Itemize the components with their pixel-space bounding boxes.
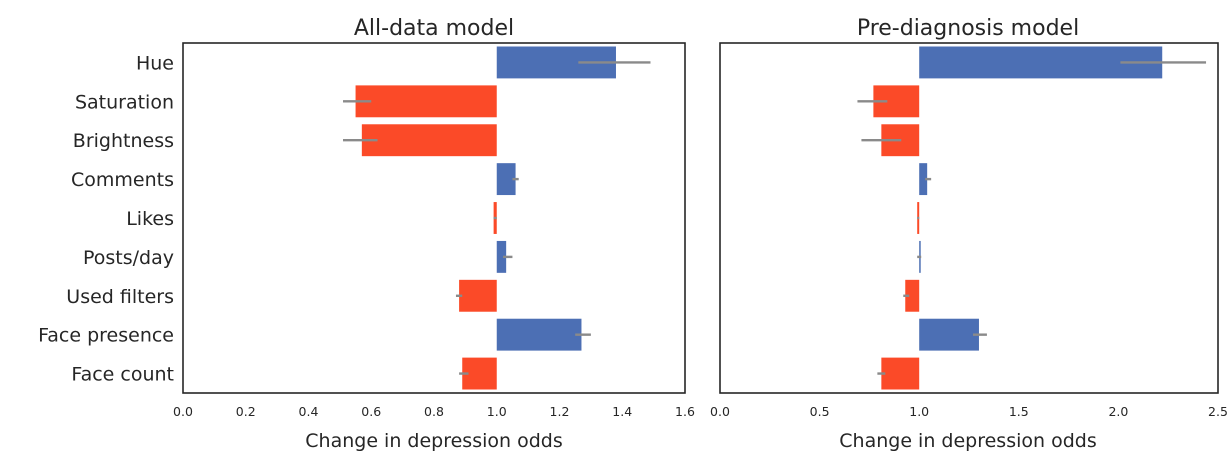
right-bar-face-presence	[919, 318, 979, 351]
right-bar-used-filters	[905, 279, 920, 312]
left-bar-saturation	[355, 85, 497, 118]
x-tick-label: 1.6	[675, 404, 695, 419]
left-plot-frame	[182, 42, 686, 394]
left-panel: All-data model Hue Saturation Brightness Co…	[38, 16, 695, 452]
right-x-ticks: 0.0 0.5 1.0 1.5 2.0 2.5	[710, 404, 1228, 419]
right-bars	[873, 46, 1163, 390]
category-label: Hue	[136, 52, 174, 74]
category-label: Likes	[126, 208, 174, 230]
x-tick-label: 2.5	[1208, 404, 1228, 419]
category-label: Face presence	[38, 325, 174, 347]
x-tick-label: 1.4	[612, 404, 632, 419]
category-label: Posts/day	[83, 247, 174, 269]
category-label: Comments	[71, 169, 174, 191]
x-tick-label: 0.6	[361, 404, 381, 419]
left-bar-face-presence	[496, 318, 582, 351]
left-error-bars	[343, 61, 651, 375]
right-plot-frame	[719, 42, 1219, 394]
x-tick-label: 0.0	[173, 404, 193, 419]
left-panel-title: All-data model	[354, 16, 514, 41]
left-bar-used-filters	[459, 279, 497, 312]
left-x-ticks: 0.0 0.2 0.4 0.6 0.8 1.0 1.2 1.4 1.6	[173, 404, 695, 419]
x-tick-label: 0.5	[810, 404, 830, 419]
right-panel-title: Pre-diagnosis model	[857, 16, 1079, 41]
x-tick-label: 1.0	[487, 404, 507, 419]
right-bar-comments	[919, 163, 928, 196]
category-label: Face count	[71, 364, 174, 386]
x-tick-label: 2.0	[1108, 404, 1128, 419]
x-tick-label: 1.5	[1009, 404, 1029, 419]
category-label: Used filters	[66, 286, 174, 308]
right-panel: Pre-diagnosis model 0.0 0.5 1.0 1.5 2.0 2.5 C…	[710, 16, 1228, 452]
right-bar-face-count	[881, 357, 920, 390]
category-label: Brightness	[73, 130, 174, 152]
category-label: Saturation	[75, 91, 174, 113]
right-error-bars	[857, 61, 1207, 375]
x-tick-label: 0.0	[710, 404, 730, 419]
left-x-axis-label: Change in depression odds	[305, 430, 562, 452]
left-bar-brightness	[361, 124, 497, 157]
x-tick-label: 0.2	[236, 404, 256, 419]
x-tick-label: 0.4	[299, 404, 319, 419]
x-tick-label: 1.0	[909, 404, 929, 419]
right-x-axis-label: Change in depression odds	[839, 430, 1096, 452]
x-tick-label: 1.2	[550, 404, 570, 419]
left-bar-posts-day	[496, 240, 507, 273]
left-bar-comments	[496, 163, 516, 196]
x-tick-label: 0.8	[424, 404, 444, 419]
left-bars	[355, 46, 616, 390]
left-category-labels: Hue Saturation Brightness Comments Likes Post…	[38, 52, 174, 385]
